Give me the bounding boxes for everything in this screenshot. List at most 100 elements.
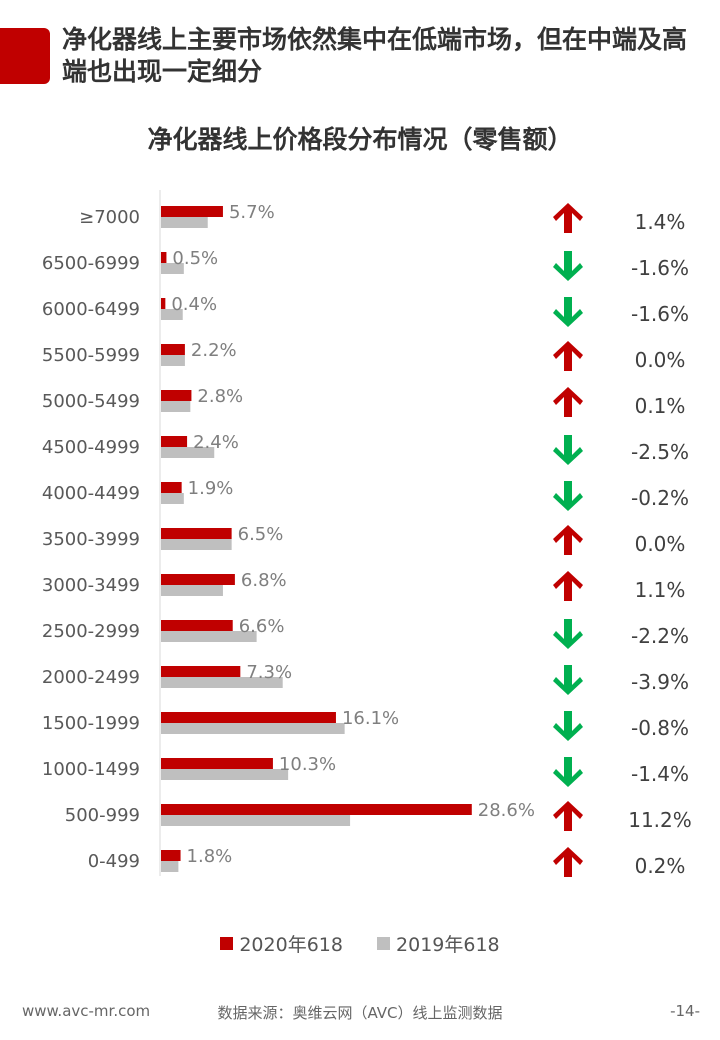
data-label-2020: 10.3% [279, 754, 336, 775]
data-label-2020: 7.3% [246, 662, 292, 683]
bar-2019 [161, 309, 183, 320]
data-label-2020: 1.9% [188, 478, 234, 499]
arrow-down-icon [553, 251, 583, 281]
bar-2020 [161, 528, 232, 539]
category-label: 2500-2999 [42, 621, 140, 642]
change-value: 0.0% [635, 348, 686, 372]
arrow-down-icon [553, 297, 583, 327]
legend-swatch-2020 [220, 937, 234, 950]
bar-2020 [161, 758, 273, 769]
change-value: 0.1% [635, 394, 686, 418]
bar-2020 [161, 298, 166, 309]
category-label: 1500-1999 [42, 713, 140, 734]
bar-2019 [161, 585, 223, 596]
data-label-2020: 2.8% [197, 386, 243, 407]
bar-2020 [161, 620, 233, 631]
bar-2019 [161, 447, 215, 458]
bar-2019 [161, 769, 289, 780]
arrow-down-icon [553, 481, 583, 511]
legend-item-2019: 2019年618 [377, 930, 500, 957]
bar-2020 [161, 390, 192, 401]
data-label-2020: 6.5% [238, 524, 284, 545]
data-label-2020: 0.4% [171, 294, 217, 315]
title-accent-block [0, 28, 50, 84]
bar-2020 [161, 436, 188, 447]
category-label: 6000-6499 [42, 299, 140, 320]
bar-2020 [161, 344, 185, 355]
category-label: 3000-3499 [42, 575, 140, 596]
data-label-2020: 6.6% [239, 616, 285, 637]
arrow-up-icon [553, 571, 583, 601]
bar-2019 [161, 263, 184, 274]
page-headline: 净化器线上主要市场依然集中在低端市场，但在中端及高端也出现一定细分 [62, 25, 688, 86]
bar-2020 [161, 804, 472, 815]
bar-2019 [161, 677, 283, 688]
arrow-up-icon [553, 203, 583, 233]
arrow-up-icon [553, 525, 583, 555]
category-label: 500-999 [65, 805, 140, 826]
category-label: 4500-4999 [42, 437, 140, 458]
bar-2019 [161, 815, 351, 826]
change-value: 0.0% [635, 532, 686, 556]
website-link[interactable]: www.avc-mr.com [22, 1002, 151, 1020]
legend-label-2019: 2019年618 [396, 934, 500, 956]
chart-legend: 2020年618 2019年618 [0, 930, 720, 957]
bar-2020 [161, 850, 181, 861]
data-label-2020: 16.1% [342, 708, 399, 729]
category-label: 2000-2499 [42, 667, 140, 688]
arrow-down-icon [553, 757, 583, 787]
data-label-2020: 2.4% [193, 432, 239, 453]
bar-2019 [161, 493, 184, 504]
bar-2020 [161, 252, 167, 263]
change-value: 1.4% [635, 210, 686, 234]
arrow-up-icon [553, 387, 583, 417]
legend-label-2020: 2020年618 [239, 934, 343, 956]
category-label: 4000-4499 [42, 483, 140, 504]
bar-2020 [161, 574, 235, 585]
arrow-down-icon [553, 665, 583, 695]
data-label-2020: 5.7% [229, 202, 275, 223]
category-label: 3500-3999 [42, 529, 140, 550]
legend-item-2020: 2020年618 [220, 930, 343, 957]
bar-chart: ≥7000 5.7% 1.4% 6500-6999 0.5% -1.6% 6000-6499… [42, 190, 692, 878]
change-value: -2.2% [631, 624, 689, 648]
bar-2019 [161, 861, 179, 872]
bar-2019 [161, 723, 345, 734]
bar-2019 [161, 631, 257, 642]
data-source: 数据来源：奥维云网（AVC）线上监测数据 [217, 1004, 503, 1022]
bar-2019 [161, 355, 185, 366]
bar-2020 [161, 482, 182, 493]
change-value: -0.8% [631, 716, 689, 740]
bar-2019 [161, 217, 208, 228]
arrow-up-icon [553, 341, 583, 371]
change-value: -1.6% [631, 256, 689, 280]
change-value: 1.1% [635, 578, 686, 602]
change-value: -0.2% [631, 486, 689, 510]
change-value: -1.6% [631, 302, 689, 326]
bar-2020 [161, 712, 336, 723]
data-label-2020: 28.6% [478, 800, 535, 821]
data-label-2020: 1.8% [187, 846, 233, 867]
category-label: 5500-5999 [42, 345, 140, 366]
change-value: -2.5% [631, 440, 689, 464]
category-label: ≥7000 [79, 207, 140, 228]
data-label-2020: 6.8% [241, 570, 287, 591]
data-label-2020: 0.5% [172, 248, 218, 269]
bar-2020 [161, 206, 223, 217]
legend-swatch-2019 [377, 937, 391, 950]
bar-2019 [161, 539, 232, 550]
page-number: -14- [670, 1002, 700, 1020]
change-value: -3.9% [631, 670, 689, 694]
arrow-up-icon [553, 847, 583, 877]
bar-2020 [161, 666, 241, 677]
change-value: -1.4% [631, 762, 689, 786]
arrow-down-icon [553, 435, 583, 465]
change-value: 11.2% [628, 808, 692, 832]
category-label: 0-499 [88, 851, 140, 872]
category-label: 1000-1499 [42, 759, 140, 780]
chart-title: 净化器线上价格段分布情况（零售额） [147, 125, 573, 154]
arrow-up-icon [553, 801, 583, 831]
bar-2019 [161, 401, 191, 412]
arrow-down-icon [553, 711, 583, 741]
category-label: 6500-6999 [42, 253, 140, 274]
